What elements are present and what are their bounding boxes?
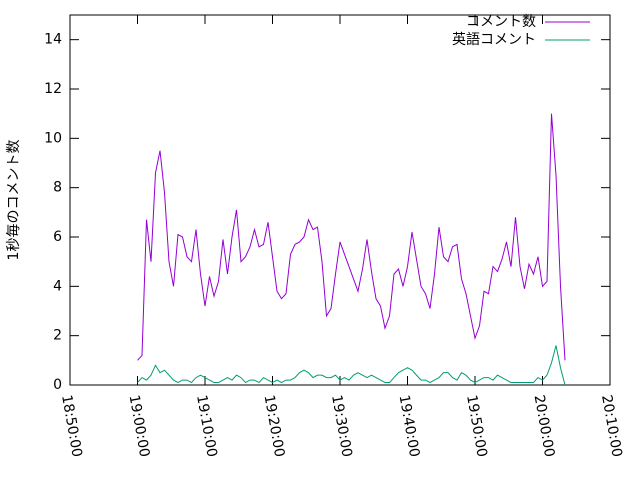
y-tick-label: 0 [53, 377, 62, 393]
y-tick-label: 8 [53, 180, 62, 196]
y-axis-label: 1秒毎のコメント数 [6, 140, 22, 261]
series-line [137, 113, 566, 361]
y-tick-label: 2 [53, 328, 62, 344]
x-tick-label: 20:10:00 [598, 394, 625, 459]
x-tick-label: 19:10:00 [193, 394, 220, 459]
series-line [137, 345, 566, 386]
x-tick-label: 20:00:00 [531, 394, 558, 459]
y-tick-label: 4 [53, 278, 62, 294]
y-tick-label: 14 [44, 32, 62, 48]
y-tick-label: 6 [53, 229, 62, 245]
x-tick-label: 19:20:00 [261, 394, 288, 459]
x-tick-label: 19:50:00 [463, 394, 490, 459]
x-tick-label: 19:30:00 [328, 394, 355, 459]
x-tick-label: 19:00:00 [126, 394, 153, 459]
x-tick-label: 18:50:00 [58, 394, 85, 459]
plot-frame [69, 14, 611, 386]
y-tick-label: 12 [44, 81, 62, 97]
legend-label: コメント数 [466, 14, 536, 30]
y-tick-label: 10 [44, 130, 62, 146]
x-tick-label: 19:40:00 [396, 394, 423, 459]
legend-label: 英語コメント [452, 31, 536, 48]
